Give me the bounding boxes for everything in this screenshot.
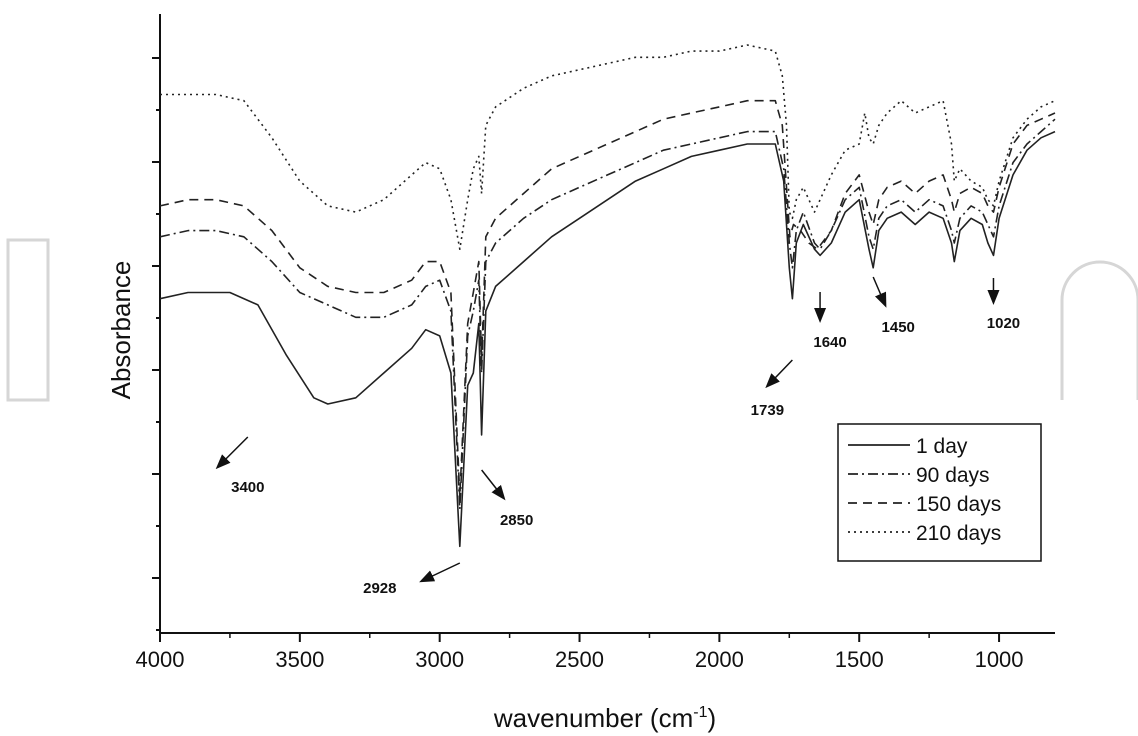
annotation-label: 1450 <box>882 319 915 336</box>
x-tick-label: 1500 <box>835 647 884 672</box>
legend-label: 150 days <box>916 493 1001 516</box>
x-tick-label: 2500 <box>555 647 604 672</box>
annotation-arrow <box>215 436 249 470</box>
annotation-label: 1739 <box>751 402 784 419</box>
annotation-label: 1020 <box>987 315 1020 332</box>
annotation-label: 1640 <box>813 334 846 351</box>
annotation-arrow <box>765 359 793 389</box>
x-axis-title-close: ) <box>707 703 716 733</box>
legend-label: 1 day <box>916 435 968 458</box>
annotation-label: 3400 <box>231 479 264 496</box>
legend: 1 day 90 days 150 days 210 days <box>837 423 1042 562</box>
x-axis-title-superscript: -1 <box>693 704 707 721</box>
x-tick-label: 1000 <box>975 647 1024 672</box>
series-layer <box>159 44 1056 548</box>
series-line-2 <box>159 118 1056 510</box>
y-axis-title: Absorbance <box>106 261 136 400</box>
legend-label: 210 days <box>916 522 1001 545</box>
annotation-layer: 3400 2928 2850 1739 1640 1450 1020 <box>215 276 1020 597</box>
legend-label: 90 days <box>916 464 990 487</box>
x-tick-label: 3500 <box>275 647 324 672</box>
axes <box>159 14 1055 634</box>
x-tick-label: 4000 <box>136 647 185 672</box>
annotation-arrow <box>419 562 461 583</box>
watermark-shapes <box>6 238 1138 402</box>
series-line-1 <box>159 130 1056 548</box>
annotation-label: 2928 <box>363 580 396 597</box>
watermark-bar-left <box>6 238 50 402</box>
annotation-arrow <box>481 469 506 501</box>
legend-items: 1 day 90 days 150 days 210 days <box>848 435 1001 545</box>
x-tick-label: 3000 <box>415 647 464 672</box>
x-tick-label: 2000 <box>695 647 744 672</box>
annotation-arrow <box>872 276 887 308</box>
series-line-3 <box>159 99 1056 498</box>
annotation-label: 2850 <box>500 512 533 529</box>
x-axis-title-main: wavenumber (cm <box>493 703 693 733</box>
watermark-arc-right <box>1060 260 1138 400</box>
x-axis-title: wavenumber (cm-1) <box>493 703 716 733</box>
y-axis-ticks <box>152 57 160 631</box>
x-axis-ticks: 4000 3500 3000 2500 2000 1500 1000 <box>136 633 1024 672</box>
legend-box <box>837 423 1042 562</box>
